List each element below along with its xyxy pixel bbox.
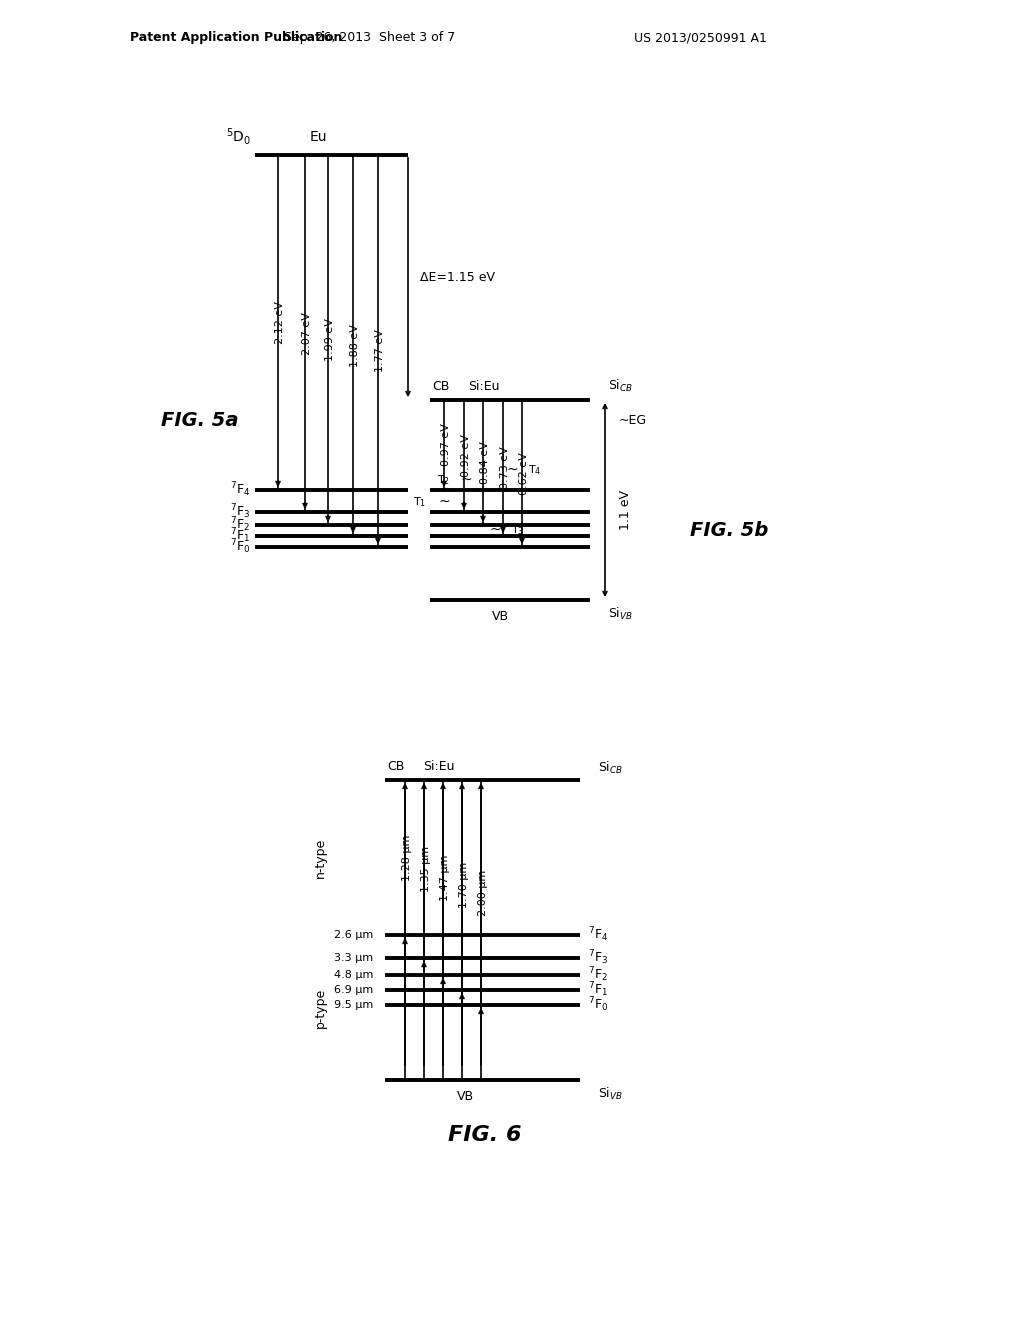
- Text: Patent Application Publication: Patent Application Publication: [130, 32, 342, 45]
- Text: $^7$F$_3$: $^7$F$_3$: [588, 949, 608, 968]
- Text: T$_4$: T$_4$: [528, 463, 542, 477]
- Text: 1.70 μm: 1.70 μm: [459, 862, 469, 908]
- Text: 4.8 μm: 4.8 μm: [334, 970, 373, 979]
- Text: US 2013/0250991 A1: US 2013/0250991 A1: [634, 32, 766, 45]
- Text: 2.12 eV: 2.12 eV: [275, 301, 285, 345]
- Text: Si$_{CB}$: Si$_{CB}$: [608, 378, 633, 395]
- Text: n-type: n-type: [313, 837, 327, 878]
- Text: p-type: p-type: [313, 987, 327, 1028]
- Text: 0.84 eV: 0.84 eV: [480, 441, 490, 484]
- Text: Eu: Eu: [310, 129, 328, 144]
- Text: 0.92 eV: 0.92 eV: [461, 434, 471, 478]
- Text: 1.1 eV: 1.1 eV: [618, 490, 632, 531]
- Text: 0.97 eV: 0.97 eV: [441, 424, 451, 466]
- Text: $^7$F$_1$: $^7$F$_1$: [588, 981, 608, 999]
- Text: Si$_{VB}$: Si$_{VB}$: [598, 1086, 623, 1102]
- Text: 2.00 μm: 2.00 μm: [478, 870, 488, 916]
- Text: 6.9 μm: 6.9 μm: [334, 985, 373, 995]
- Text: 1.77 eV: 1.77 eV: [375, 330, 385, 372]
- Text: 1.88 eV: 1.88 eV: [350, 325, 360, 367]
- Text: $^7$F$_0$: $^7$F$_0$: [229, 537, 250, 556]
- Text: 0.73 eV: 0.73 eV: [500, 446, 510, 490]
- Text: ~: ~: [438, 495, 450, 510]
- Text: $^7$F$_1$: $^7$F$_1$: [230, 527, 250, 545]
- Text: $^5$D$_0$: $^5$D$_0$: [226, 127, 251, 148]
- Text: $^7$F$_2$: $^7$F$_2$: [230, 516, 250, 535]
- Text: 1.35 μm: 1.35 μm: [421, 846, 431, 892]
- Text: $^7$F$_4$: $^7$F$_4$: [229, 480, 250, 499]
- Text: ~: ~: [460, 473, 472, 487]
- Text: 9.5 μm: 9.5 μm: [334, 1001, 373, 1010]
- Text: FIG. 5b: FIG. 5b: [690, 520, 768, 540]
- Text: Sep. 26, 2013  Sheet 3 of 7: Sep. 26, 2013 Sheet 3 of 7: [285, 32, 456, 45]
- Text: Si$_{VB}$: Si$_{VB}$: [608, 606, 633, 622]
- Text: Si$_{CB}$: Si$_{CB}$: [598, 760, 624, 776]
- Text: $^7$F$_0$: $^7$F$_0$: [588, 995, 608, 1014]
- Text: 1.99 eV: 1.99 eV: [325, 318, 335, 362]
- Text: ~: ~: [507, 463, 518, 477]
- Text: VB: VB: [457, 1089, 473, 1102]
- Text: CB: CB: [432, 380, 450, 392]
- Text: ~: ~: [489, 523, 501, 537]
- Text: Si:Eu: Si:Eu: [468, 380, 500, 392]
- Text: FIG. 5a: FIG. 5a: [161, 411, 239, 429]
- Text: $^7$F$_3$: $^7$F$_3$: [229, 503, 250, 521]
- Text: 1.47 μm: 1.47 μm: [440, 854, 450, 900]
- Text: T$_1$: T$_1$: [413, 495, 426, 510]
- Text: $^7$F$_4$: $^7$F$_4$: [588, 925, 608, 944]
- Text: 3.3 μm: 3.3 μm: [334, 953, 373, 964]
- Text: $^7$F$_2$: $^7$F$_2$: [588, 966, 608, 985]
- Text: ~EG: ~EG: [618, 413, 647, 426]
- Text: Si:Eu: Si:Eu: [423, 759, 455, 772]
- Text: VB: VB: [492, 610, 509, 623]
- Text: 2.07 eV: 2.07 eV: [302, 312, 312, 355]
- Text: 1.28 μm: 1.28 μm: [402, 834, 412, 880]
- Text: T$_2$: T$_2$: [437, 473, 450, 487]
- Text: T$_3$: T$_3$: [511, 523, 524, 537]
- Text: 2.6 μm: 2.6 μm: [334, 931, 373, 940]
- Text: 0.62 eV: 0.62 eV: [519, 453, 529, 495]
- Text: FIG. 6: FIG. 6: [449, 1125, 522, 1144]
- Text: CB: CB: [387, 759, 404, 772]
- Text: ΔE=1.15 eV: ΔE=1.15 eV: [420, 271, 495, 284]
